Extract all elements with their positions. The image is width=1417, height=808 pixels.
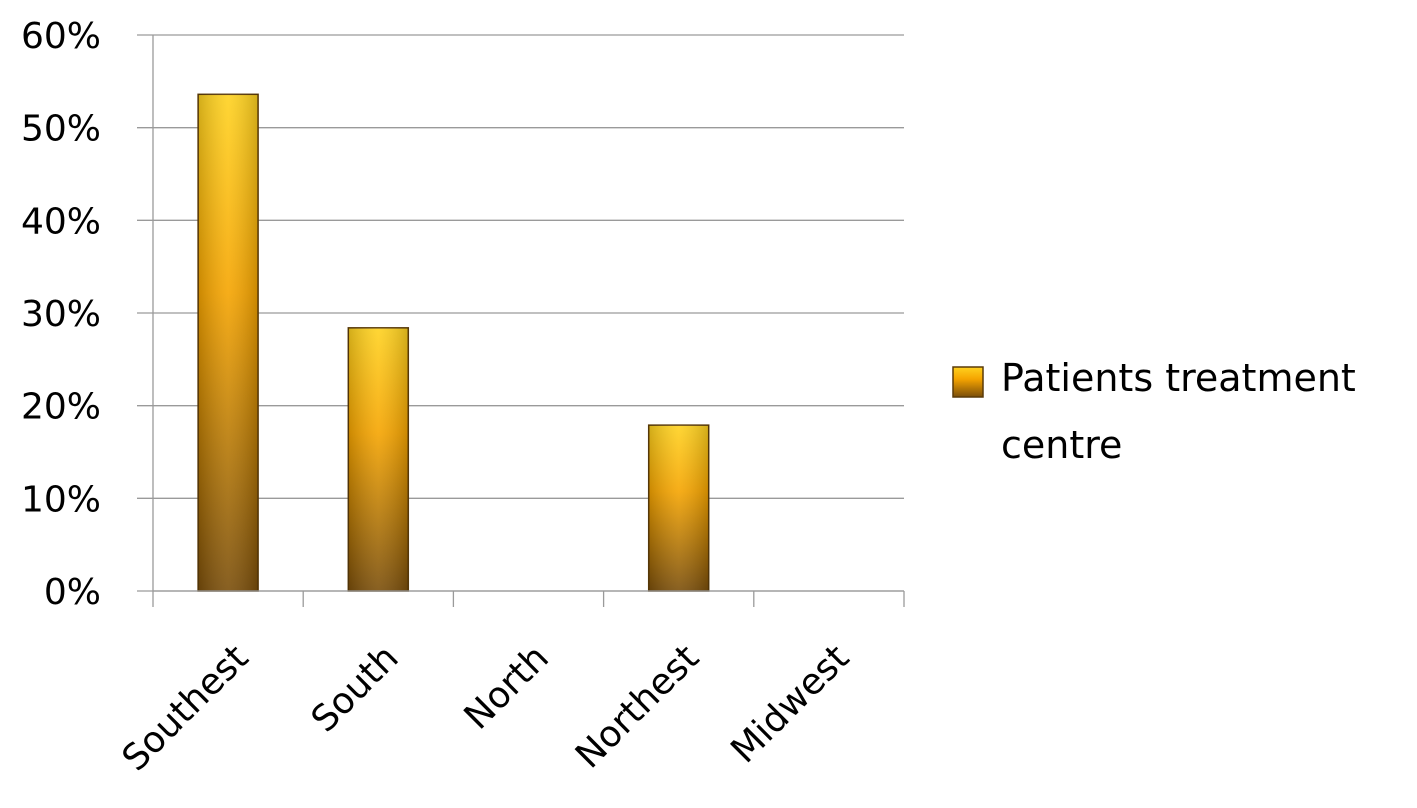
x-tick-label: Southest bbox=[115, 637, 257, 779]
legend: Patients treatment centre bbox=[952, 356, 1356, 467]
gridlines bbox=[137, 34, 904, 592]
bar-shading bbox=[648, 425, 709, 591]
bars bbox=[197, 93, 710, 592]
y-tick-label: 30% bbox=[21, 294, 101, 335]
x-axis-labels: Southest South North Northest Midwest bbox=[115, 637, 858, 779]
y-tick-label: 50% bbox=[21, 109, 101, 150]
y-tick-label: 20% bbox=[21, 387, 101, 428]
y-tick-label: 40% bbox=[21, 201, 101, 242]
x-axis bbox=[152, 590, 905, 607]
legend-label-line-2: centre bbox=[1001, 423, 1122, 467]
y-axis-ticks: 0% 10% 20% 30% 40% 50% 60% bbox=[21, 16, 101, 613]
x-tick-label: Northest bbox=[568, 637, 707, 776]
y-tick-label: 60% bbox=[21, 16, 101, 57]
x-tick-label: South bbox=[304, 637, 407, 740]
y-tick-label: 10% bbox=[21, 479, 101, 520]
legend-label-line-1: Patients treatment bbox=[1001, 356, 1356, 400]
x-tick-label: North bbox=[457, 637, 557, 737]
y-tick-label: 0% bbox=[44, 572, 101, 613]
bar-shading bbox=[348, 327, 409, 591]
legend-swatch bbox=[952, 366, 984, 398]
x-tick-label: Midwest bbox=[723, 637, 857, 771]
bar-shading bbox=[198, 94, 259, 591]
